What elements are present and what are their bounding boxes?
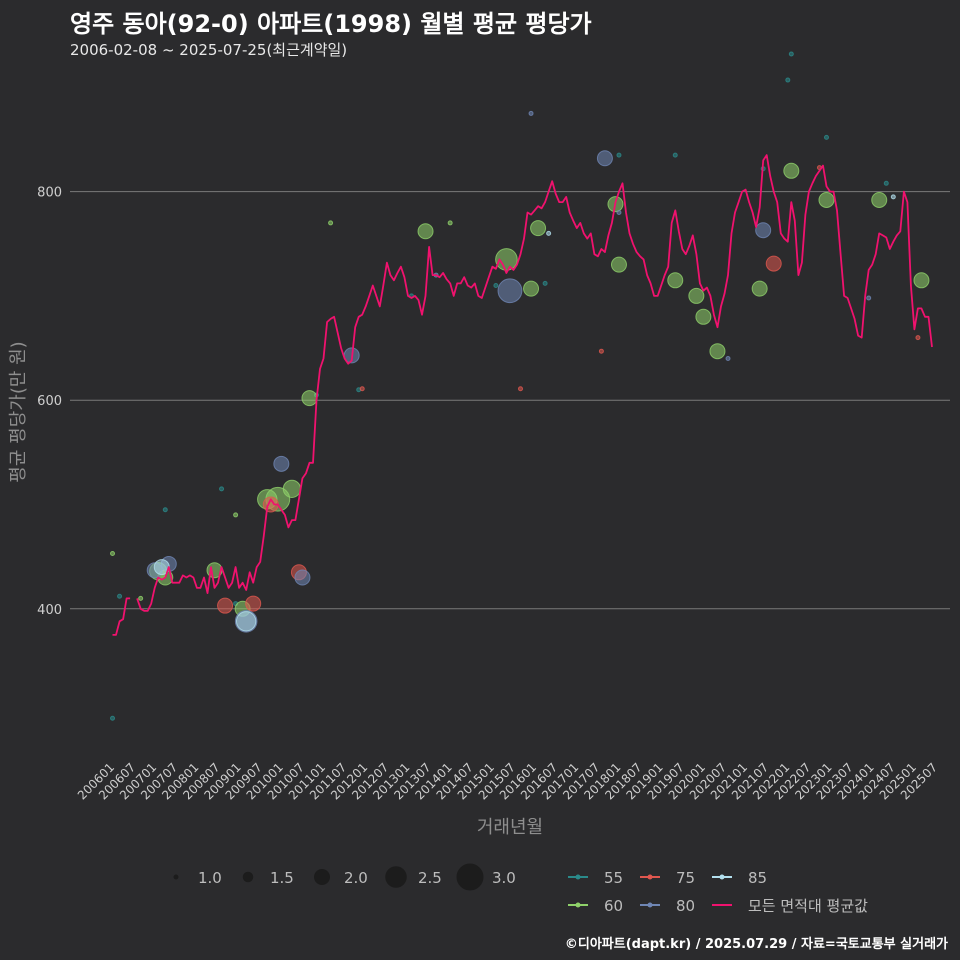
grid-lines xyxy=(70,191,950,610)
data-point-55 xyxy=(788,51,794,57)
legend-key-dot xyxy=(647,902,653,908)
data-point-60 xyxy=(523,280,540,297)
data-point-75 xyxy=(598,348,604,354)
average-line-layer xyxy=(112,154,933,636)
data-point-60 xyxy=(530,220,547,237)
data-point-75 xyxy=(765,255,782,272)
legend-label: 60 xyxy=(604,897,623,915)
legend-key-dot xyxy=(719,874,725,880)
average-line xyxy=(136,154,933,612)
legend-size-label: 2.0 xyxy=(344,869,368,887)
data-point-55 xyxy=(162,507,168,513)
data-point-60 xyxy=(667,272,684,289)
data-point-55 xyxy=(823,134,829,140)
data-point-60 xyxy=(688,287,705,304)
data-point-75 xyxy=(245,595,262,612)
data-point-55 xyxy=(616,152,622,158)
legend-size-label: 2.5 xyxy=(418,869,442,887)
legend-size-label: 1.0 xyxy=(198,869,222,887)
data-point-60 xyxy=(783,162,800,179)
legend-key-dot xyxy=(575,902,581,908)
data-point-60 xyxy=(417,223,434,240)
data-point-80 xyxy=(755,222,772,239)
chart-title: 영주 동아(92-0) 아파트(1998) 월별 평균 평당가 xyxy=(70,10,592,38)
data-point-80 xyxy=(528,110,534,116)
legend-size-marker xyxy=(456,863,484,891)
data-point-80 xyxy=(294,569,311,586)
data-point-60 xyxy=(610,256,627,273)
scatter-points xyxy=(110,51,930,721)
y-axis-ticks: 400 600 800 xyxy=(37,186,62,618)
legend-size-marker xyxy=(242,871,254,883)
average-line xyxy=(112,597,131,636)
data-point-60 xyxy=(328,220,334,226)
x-axis-title: 거래년월 xyxy=(477,817,543,838)
data-point-60 xyxy=(233,512,239,518)
data-point-80 xyxy=(866,295,872,301)
legend-label: 85 xyxy=(748,869,767,887)
data-point-60 xyxy=(871,191,888,208)
data-point-55 xyxy=(542,280,548,286)
data-point-60 xyxy=(447,220,453,226)
data-point-60 xyxy=(751,280,768,297)
legend-size-label: 3.0 xyxy=(492,869,516,887)
data-point-55 xyxy=(117,593,123,599)
data-point-80 xyxy=(596,150,613,167)
data-point-55 xyxy=(785,77,791,83)
data-point-55 xyxy=(110,715,116,721)
data-point-60 xyxy=(913,272,930,289)
data-point-80 xyxy=(725,356,731,361)
data-point-80 xyxy=(497,278,523,304)
data-point-60 xyxy=(695,308,712,325)
legend-size-label: 1.5 xyxy=(270,869,294,887)
data-point-75 xyxy=(217,597,234,614)
data-point-60 xyxy=(138,595,144,601)
data-point-60 xyxy=(709,343,726,360)
legend-key-dot xyxy=(647,874,653,880)
data-point-80 xyxy=(273,455,290,472)
legend-label: 모든 면적대 평균값 xyxy=(748,897,868,915)
legend: 1.0 1.5 2.0 2.5 3.0 55 75 85 60 80 모든 면적대 평균값 xyxy=(173,863,868,915)
data-point-60 xyxy=(495,248,518,271)
data-point-75 xyxy=(359,386,365,392)
source-credit: ©디아파트(dapt.kr) / 2025.07.29 / 자료=국토교통부 실… xyxy=(564,937,948,952)
data-point-55 xyxy=(883,180,889,186)
legend-size-marker xyxy=(314,869,330,885)
data-point-60 xyxy=(110,551,116,557)
data-point-60 xyxy=(282,479,301,498)
y-tick-label: 400 xyxy=(37,603,62,618)
data-point-60 xyxy=(818,191,835,208)
legend-key-dot xyxy=(575,874,581,880)
y-axis-title: 평균 평당가(만 원) xyxy=(8,341,29,482)
data-point-85 xyxy=(546,230,552,236)
legend-size-marker xyxy=(385,866,407,888)
data-point-55 xyxy=(493,283,499,288)
y-tick-label: 800 xyxy=(37,186,62,201)
chart-subtitle: 2006-02-08 ~ 2025-07-25(최근계약일) xyxy=(70,41,348,59)
data-point-60 xyxy=(301,390,318,407)
legend-label: 75 xyxy=(676,869,695,887)
data-point-85 xyxy=(890,194,896,200)
legend-label: 80 xyxy=(676,897,695,915)
data-point-55 xyxy=(219,486,225,492)
data-point-55 xyxy=(672,152,678,158)
x-axis-ticks: 2006012006072007012007072008012008072009… xyxy=(75,760,940,802)
y-tick-label: 600 xyxy=(37,394,62,409)
data-point-80 xyxy=(616,210,622,215)
legend-label: 55 xyxy=(604,869,623,887)
data-point-85 xyxy=(235,611,257,632)
data-point-75 xyxy=(518,386,523,392)
legend-size-marker xyxy=(173,874,179,880)
data-point-75 xyxy=(915,335,921,341)
